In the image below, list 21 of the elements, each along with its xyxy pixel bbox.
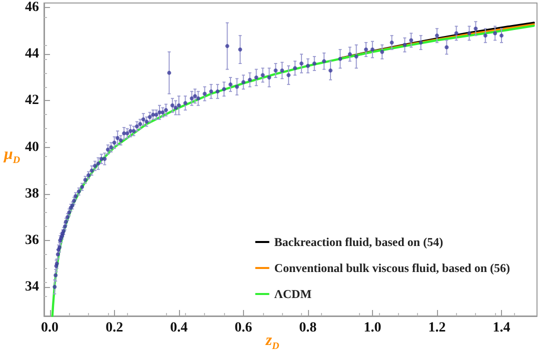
y-tick-label: 46 (25, 0, 39, 16)
x-axis-title: z$_{D}$ (266, 332, 280, 352)
x-tick-label: 1.4 (492, 320, 510, 336)
y-tick-label: 34 (25, 279, 39, 294)
x-tick-label: 1.0 (364, 320, 382, 336)
y-tick-label: 40 (25, 140, 39, 155)
legend-label: ΛCDM (274, 287, 312, 301)
x-tick-label: 1.2 (428, 320, 446, 336)
y-tick-label: 42 (25, 93, 39, 108)
y-tick-label: 36 (25, 232, 39, 248)
x-tick-label: 0.0 (41, 320, 59, 336)
legend-label: Backreaction fluid, based on (54) (274, 235, 444, 249)
y-tick-label: 38 (25, 186, 39, 202)
x-tick-label: 0.2 (106, 320, 124, 336)
y-axis-title: μ$_{D}$ (2, 146, 22, 166)
x-tick-label: 0.4 (170, 320, 188, 336)
x-tick-label: 0.6 (234, 320, 252, 336)
y-tick-label: 44 (25, 46, 39, 62)
line-series (51, 24, 535, 318)
legend-label: Conventional bulk viscous fluid, based on (56) (274, 261, 510, 275)
x-tick-label: 0.8 (299, 320, 317, 336)
